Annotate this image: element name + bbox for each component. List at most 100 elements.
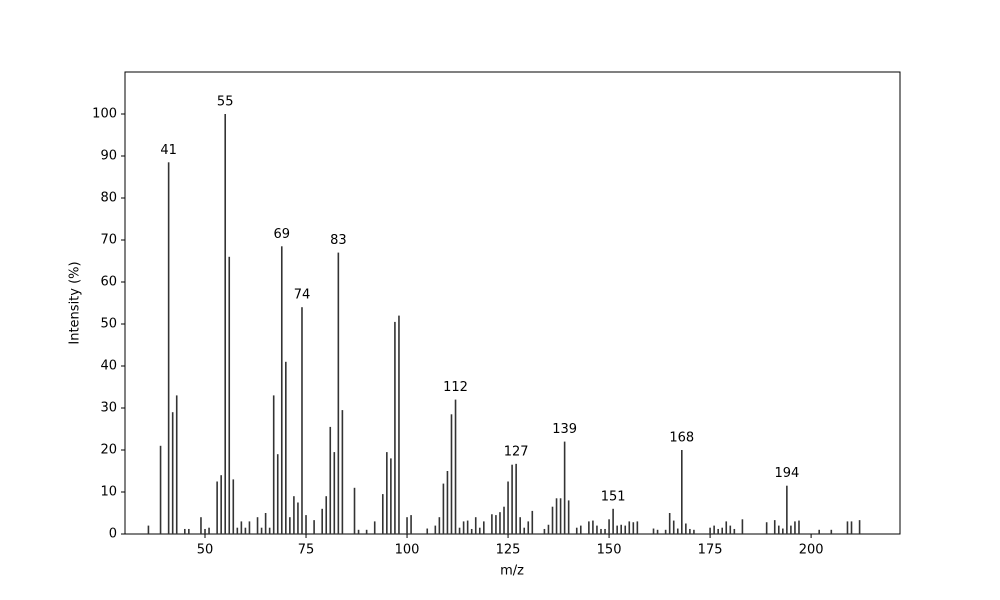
peak (276, 454, 279, 534)
peak (208, 527, 210, 534)
peak (632, 522, 635, 534)
peak (567, 500, 570, 534)
peak (592, 520, 594, 534)
peak (280, 246, 283, 535)
peak (390, 458, 392, 534)
y-tick-label: 80 (100, 191, 117, 206)
peak (159, 445, 162, 534)
peak (676, 528, 679, 534)
y-tick-label: 50 (100, 317, 117, 332)
peak (733, 528, 736, 534)
peak (620, 524, 622, 534)
peak-label: 151 (601, 489, 626, 504)
peak (624, 525, 627, 534)
x-tick-label: 50 (197, 543, 214, 558)
x-tick-label: 100 (395, 543, 420, 558)
peak (184, 528, 186, 534)
peak (454, 399, 457, 534)
peak (672, 520, 675, 534)
peak (438, 517, 441, 534)
peak (741, 519, 744, 534)
peak-label: 139 (552, 422, 577, 437)
peak (329, 426, 332, 534)
peak (612, 508, 614, 534)
peak (357, 529, 360, 534)
peak-label: 55 (217, 95, 234, 110)
peak (499, 512, 501, 534)
peak (426, 528, 429, 534)
peak (341, 410, 344, 534)
peak (293, 496, 295, 534)
peak (729, 525, 732, 534)
peak (474, 517, 477, 534)
peak (786, 485, 788, 534)
peak (790, 525, 792, 534)
peak (406, 517, 408, 534)
peak (523, 527, 526, 534)
peak (636, 521, 639, 534)
peak (725, 521, 728, 534)
peak (818, 529, 820, 534)
peak (321, 508, 323, 534)
peak (531, 510, 534, 534)
peak (596, 525, 598, 534)
peak-label: 74 (294, 288, 311, 303)
peak (483, 521, 485, 534)
peak (858, 520, 861, 534)
peak (446, 471, 449, 534)
peak (301, 307, 303, 534)
peak (717, 528, 719, 534)
peak-label: 83 (330, 233, 347, 248)
y-tick-label: 20 (100, 443, 117, 458)
peak (628, 521, 631, 534)
peak (248, 521, 251, 534)
peak (515, 463, 517, 534)
peak-label: 168 (669, 431, 694, 446)
peak (798, 520, 800, 534)
y-tick-label: 0 (109, 527, 117, 542)
peak (325, 496, 328, 534)
peak (228, 256, 231, 534)
peak (773, 520, 776, 534)
peak (204, 528, 206, 534)
peak (386, 452, 388, 534)
x-tick-label: 125 (496, 543, 521, 558)
peak (200, 517, 202, 534)
peak (466, 520, 469, 534)
peak (689, 528, 691, 534)
peak (478, 527, 481, 534)
peak (244, 527, 247, 534)
peak-label: 69 (274, 227, 291, 242)
peak (656, 529, 659, 534)
peak (470, 528, 473, 534)
peak (264, 513, 267, 534)
peak (232, 479, 235, 534)
peak (365, 529, 368, 534)
peak (220, 475, 222, 534)
peak (289, 517, 291, 534)
peak (588, 521, 590, 534)
peak (381, 494, 384, 534)
x-tick-label: 200 (799, 543, 824, 558)
y-tick-label: 10 (100, 485, 117, 500)
peak (709, 527, 711, 534)
peak (681, 450, 683, 534)
peak (171, 412, 174, 534)
peak-label: 112 (443, 380, 468, 395)
peak-label: 194 (774, 466, 799, 481)
peak (555, 498, 558, 534)
peak (503, 506, 505, 534)
peak (830, 529, 833, 534)
y-tick-label: 60 (100, 275, 117, 290)
peak (551, 506, 554, 534)
y-axis-label: Intensity (%) (68, 261, 83, 344)
peak-label: 41 (160, 143, 177, 158)
peak (713, 525, 715, 534)
peak (765, 522, 768, 534)
peak (850, 521, 853, 534)
peak-label: 127 (504, 444, 529, 459)
peak (297, 502, 299, 534)
y-tick-label: 90 (100, 149, 117, 164)
peak (782, 528, 784, 534)
peak (721, 527, 724, 534)
